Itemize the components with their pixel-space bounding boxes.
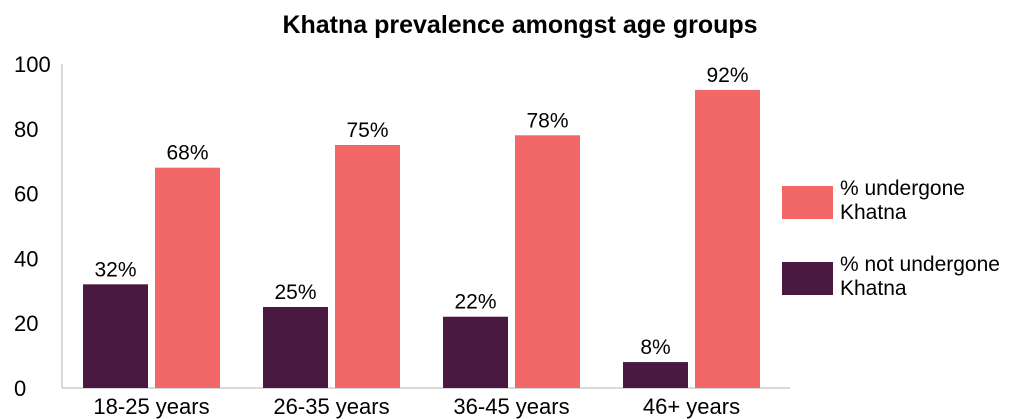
data-label: 25% <box>274 281 316 304</box>
x-tick-label: 36-45 years <box>453 394 569 419</box>
x-tick-label: 18-25 years <box>93 394 209 419</box>
bar <box>695 89 760 389</box>
y-tick-label: 20 <box>14 311 38 336</box>
data-label: 75% <box>346 119 388 142</box>
data-label: 32% <box>94 258 136 281</box>
x-tick-label: 26-35 years <box>273 394 389 419</box>
chart-title: Khatna prevalence amongst age groups <box>282 11 757 39</box>
data-label: 92% <box>706 64 748 87</box>
data-label: 22% <box>454 291 496 314</box>
legend-swatch <box>782 262 833 295</box>
data-label: 68% <box>166 142 208 165</box>
bar <box>515 135 580 388</box>
y-tick-label: 60 <box>14 182 38 207</box>
bar <box>335 145 400 388</box>
data-label: 8% <box>640 336 670 359</box>
bars: 32% 68% 25% 75% 22% 78% 8% 92% <box>83 64 760 389</box>
y-tick-label: 80 <box>14 117 38 142</box>
bar <box>623 362 688 388</box>
bar <box>83 284 148 388</box>
legend-label: Khatna <box>840 277 907 300</box>
legend-label: % undergone <box>840 177 965 200</box>
data-label: 78% <box>526 109 568 132</box>
axes: 0 20 40 60 80 100 18-25 years 26-35 years 36-45 … <box>14 52 790 419</box>
bar <box>263 307 328 388</box>
legend-label: % not undergone <box>840 253 1000 276</box>
bar <box>155 167 220 388</box>
y-tick-label: 40 <box>14 246 38 271</box>
x-tick-label: 46+ years <box>643 394 740 419</box>
y-tick-label: 100 <box>14 52 51 77</box>
legend-label: Khatna <box>840 201 907 224</box>
legend-swatch <box>782 186 833 219</box>
bar <box>443 316 508 388</box>
y-tick-label: 0 <box>14 376 26 401</box>
